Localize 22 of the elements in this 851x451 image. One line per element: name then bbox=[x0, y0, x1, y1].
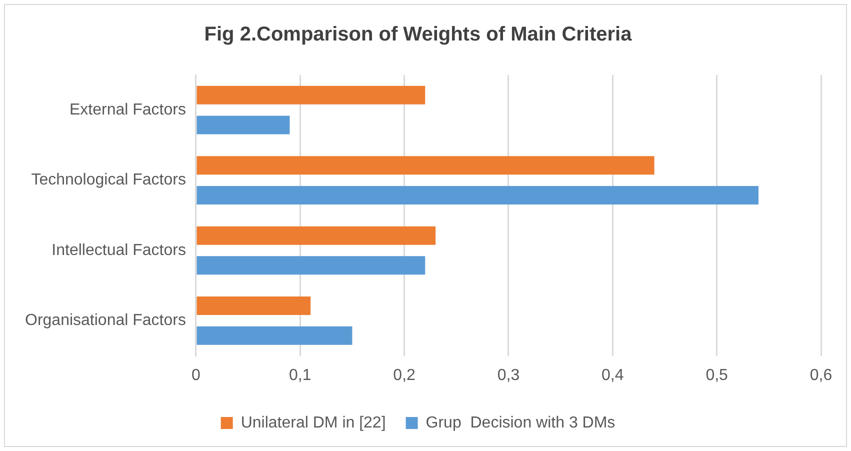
bar bbox=[196, 296, 311, 316]
x-tick-label: 0,6 bbox=[810, 366, 832, 384]
legend-label: Grup Decision with 3 DMs bbox=[426, 414, 616, 432]
x-tick-label: 0,4 bbox=[602, 366, 624, 384]
bar bbox=[196, 186, 758, 204]
legend-label: Unilateral DM in [22] bbox=[240, 414, 386, 432]
y-tick-label: Organisational Factors bbox=[24, 312, 186, 330]
bar bbox=[196, 86, 426, 104]
bar bbox=[196, 256, 426, 275]
x-tick-label: 0,1 bbox=[289, 366, 312, 384]
y-tick-label: Intellectual Factors bbox=[52, 242, 186, 259]
x-tick-label: 0,3 bbox=[497, 366, 520, 384]
bar bbox=[196, 156, 654, 175]
bar bbox=[196, 326, 352, 345]
x-tick-label: 0 bbox=[192, 366, 201, 384]
bar bbox=[196, 116, 290, 134]
y-tick-label: External Factors bbox=[69, 102, 186, 119]
x-tick-label: 0,2 bbox=[393, 366, 416, 384]
x-tick-label: 0,5 bbox=[706, 366, 728, 384]
y-tick-label: Technological Factors bbox=[31, 172, 186, 189]
chart-title: Fig 2.Comparison of Weights of Main Criteria bbox=[204, 24, 633, 46]
bar bbox=[196, 226, 436, 245]
